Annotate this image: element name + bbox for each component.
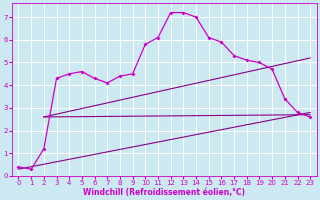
X-axis label: Windchill (Refroidissement éolien,°C): Windchill (Refroidissement éolien,°C) (83, 188, 245, 197)
